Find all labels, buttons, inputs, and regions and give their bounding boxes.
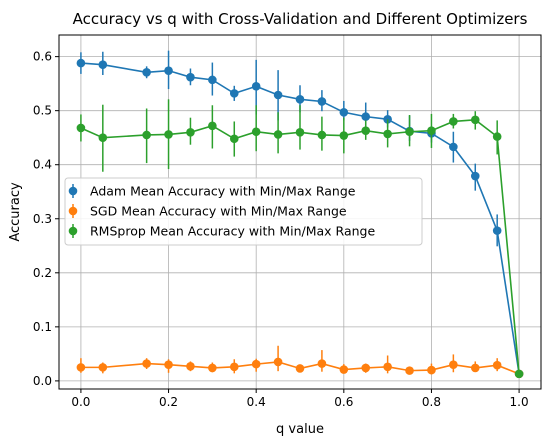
data-point xyxy=(492,132,502,141)
data-point xyxy=(470,115,480,125)
data-point xyxy=(514,369,524,379)
data-point xyxy=(339,107,349,117)
x-tick-label: 0.8 xyxy=(422,395,441,409)
y-tick-label: 0.2 xyxy=(33,266,52,280)
data-point xyxy=(383,362,392,372)
data-point xyxy=(427,126,436,135)
data-point xyxy=(142,359,151,368)
data-point xyxy=(208,75,217,85)
x-tick-label: 1.0 xyxy=(510,395,529,409)
data-point xyxy=(208,121,217,131)
legend-entry-label: Adam Mean Accuracy with Min/Max Range xyxy=(90,184,356,199)
data-point xyxy=(317,130,327,140)
x-tick-label: 0.4 xyxy=(247,395,266,409)
data-point xyxy=(339,131,349,140)
data-point xyxy=(273,357,283,367)
data-point xyxy=(273,90,283,100)
data-point xyxy=(492,226,502,235)
data-point xyxy=(164,66,173,75)
data-point xyxy=(449,117,458,126)
data-point xyxy=(186,72,195,82)
data-point xyxy=(361,112,371,121)
y-tick-label: 0.6 xyxy=(33,50,52,64)
chart-title: Accuracy vs q with Cross-Validation and … xyxy=(73,10,528,28)
data-point xyxy=(186,127,195,137)
legend-marker xyxy=(68,186,78,196)
data-point xyxy=(98,363,108,372)
x-tick-label: 0.6 xyxy=(334,395,353,409)
data-point xyxy=(449,142,458,152)
axis-ticks: 0.0 0.2 0.4 0.6 0.8 1.0 0.0 0.1 0.2 0.3 0.4 0.5 0.6 xyxy=(33,50,529,409)
data-point xyxy=(76,363,86,372)
legend-box xyxy=(64,177,423,246)
plot-area-frame xyxy=(58,34,542,390)
data-point xyxy=(295,364,305,373)
x-tick-label: 0.0 xyxy=(71,395,90,409)
data-point xyxy=(98,60,108,70)
data-point xyxy=(164,130,173,139)
data-point xyxy=(295,127,305,137)
legend-entry-label: RMSprop Mean Accuracy with Min/Max Range xyxy=(90,224,375,239)
legend-marker xyxy=(68,206,78,216)
data-point xyxy=(273,130,283,139)
y-tick-label: 0.5 xyxy=(33,104,52,118)
data-point xyxy=(317,97,327,106)
data-point xyxy=(383,129,392,139)
data-point xyxy=(164,360,173,369)
legend: Adam Mean Accuracy with Min/Max Range SGD… xyxy=(64,177,423,246)
data-point xyxy=(427,365,436,375)
data-point xyxy=(251,359,261,369)
x-tick-label: 0.2 xyxy=(159,395,178,409)
data-point xyxy=(142,130,151,140)
data-point xyxy=(492,360,502,370)
legend-marker xyxy=(68,226,78,236)
legend-entry-label: SGD Mean Accuracy with Min/Max Range xyxy=(90,204,347,219)
data-point xyxy=(186,362,195,371)
data-point xyxy=(295,95,305,104)
y-tick-label: 0.4 xyxy=(33,158,52,172)
y-tick-label: 0.1 xyxy=(33,320,52,334)
data-point xyxy=(405,366,414,375)
data-point xyxy=(317,359,327,368)
data-point xyxy=(251,82,261,91)
series-2 xyxy=(76,99,524,379)
data-point xyxy=(142,67,151,77)
y-axis-label: Accuracy xyxy=(8,182,23,242)
data-point xyxy=(470,171,480,181)
data-point xyxy=(339,365,349,374)
data-point xyxy=(229,89,239,98)
data-point xyxy=(449,360,458,369)
y-tick-label: 0.0 xyxy=(33,374,52,388)
data-point xyxy=(361,126,371,135)
data-point xyxy=(405,127,414,137)
data-point xyxy=(76,58,86,68)
data-point xyxy=(229,362,239,372)
data-point xyxy=(229,134,239,144)
x-axis-label: q value xyxy=(276,422,324,437)
data-point xyxy=(470,363,480,373)
plot-series xyxy=(76,50,524,379)
y-tick-label: 0.3 xyxy=(33,212,52,226)
data-point xyxy=(76,123,86,133)
data-point xyxy=(98,133,108,142)
series-0 xyxy=(76,50,524,379)
data-point xyxy=(361,363,371,373)
data-point xyxy=(251,127,261,137)
data-point xyxy=(208,363,217,373)
